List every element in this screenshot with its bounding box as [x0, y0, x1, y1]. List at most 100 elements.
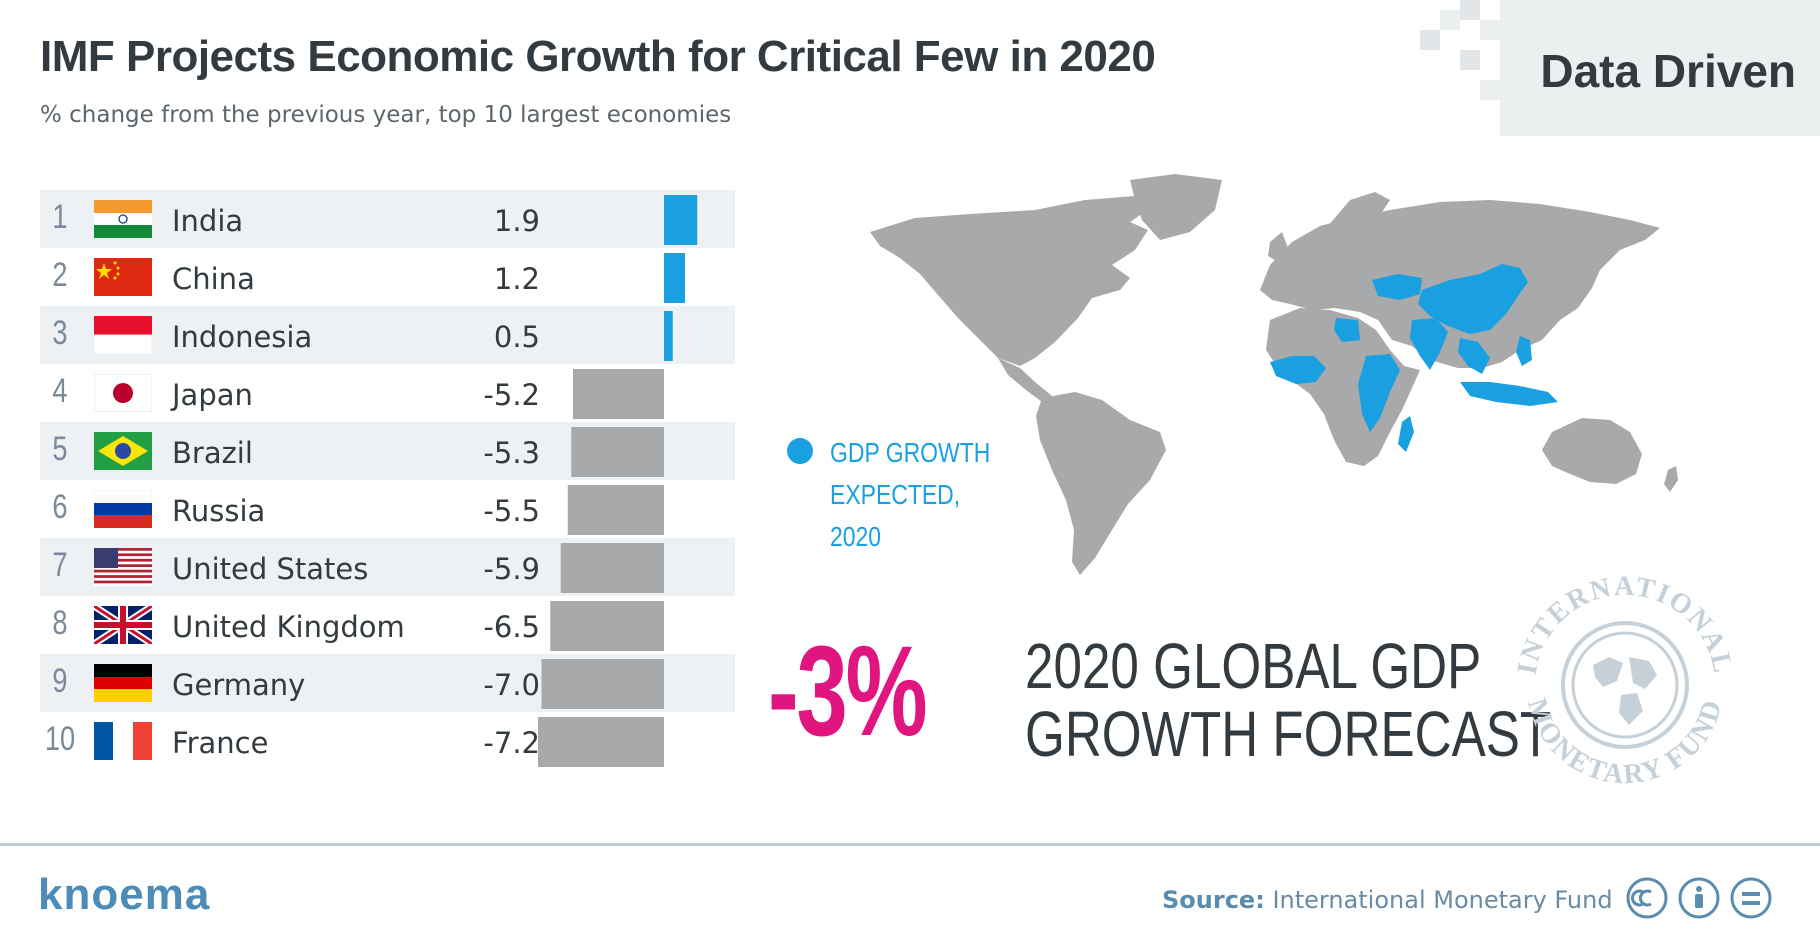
global-gdp-figure: -3% [768, 620, 928, 763]
seal-ring [1561, 621, 1689, 749]
map-growth-indonesia [1460, 382, 1558, 406]
bar-china [664, 253, 685, 303]
brand-label: Data Driven [1540, 45, 1796, 97]
brand-box: Data Driven [1500, 0, 1820, 136]
map-scandinavia [1328, 192, 1390, 228]
rank-label: 2 [52, 256, 68, 294]
country-name: France [172, 726, 269, 760]
value-label: -7.2 [483, 726, 540, 760]
bar-chart [538, 195, 698, 767]
table-row-united-kingdom: 8 United Kingdom -6.5 [40, 596, 735, 654]
flag-united-states-icon [94, 548, 152, 586]
rank-label: 9 [52, 662, 68, 700]
map-growth-west-africa [1270, 356, 1326, 384]
value-label: -6.5 [483, 610, 540, 644]
ranking-table: 1 India 1.9 2 China 1.2 3 Indonesia 0.5 4 Japan -5.… [40, 190, 735, 770]
map-growth-east-africa [1358, 354, 1400, 432]
rank-label: 8 [52, 604, 68, 642]
bar-japan [573, 369, 664, 419]
table-row-russia: 6 Russia -5.5 [40, 480, 735, 538]
table-row-japan: 4 Japan -5.2 [40, 364, 735, 422]
map-greenland [1130, 174, 1222, 240]
value-label: -7.0 [483, 668, 540, 702]
bar-india [664, 195, 698, 245]
flag-indonesia-icon [93, 316, 153, 355]
legend-dot [787, 438, 813, 464]
brand-decoration [1420, 0, 1500, 100]
country-name: Japan [172, 378, 253, 412]
map-growth-se-asia [1458, 338, 1490, 374]
imf-seal: INTERNATIONAL MONETARY FUND [1512, 571, 1737, 791]
country-name: India [172, 204, 244, 238]
flag-united-kingdom-icon [92, 603, 154, 647]
rank-label: 3 [52, 314, 68, 352]
rank-label: 5 [52, 430, 68, 468]
world-map [870, 174, 1678, 575]
map-south-america [1036, 392, 1166, 575]
page-title: IMF Projects Economic Growth for Critica… [40, 32, 1156, 81]
bar-russia [567, 485, 664, 535]
table-row-france: 10 France -7.2 [40, 712, 735, 770]
flag-japan-icon [93, 373, 153, 413]
map-growth-india [1410, 318, 1448, 370]
flag-india-icon [94, 200, 152, 238]
forecast-line-1: 2020 GLOBAL GDP [1025, 630, 1482, 702]
cc-icon[interactable] [1625, 876, 1669, 920]
country-name: United States [172, 552, 369, 586]
bar-france [538, 717, 664, 767]
value-label: 1.9 [493, 204, 540, 238]
rank-label: 10 [44, 720, 76, 758]
value-label: -5.5 [483, 494, 540, 528]
page-subtitle: % change from the previous year, top 10 … [40, 102, 732, 128]
map-new-zealand [1664, 466, 1678, 492]
legend-line-2: EXPECTED, 2020 [830, 479, 961, 552]
footer-divider [0, 843, 1820, 846]
bar-brazil [571, 427, 664, 477]
map-uk [1268, 232, 1288, 262]
table-row-china: 2 China 1.2 [40, 248, 735, 306]
by-icon[interactable] [1677, 876, 1721, 920]
map-australia [1542, 418, 1642, 484]
seal-globe [1571, 631, 1679, 739]
map-growth-philippines [1516, 336, 1532, 366]
bar-united-states [560, 543, 664, 593]
bar-indonesia [664, 311, 673, 361]
country-name: Indonesia [172, 320, 313, 354]
flag-china-icon [94, 258, 152, 296]
source-label: Source: [1162, 886, 1265, 914]
map-central-america [998, 358, 1052, 402]
map-growth-egypt [1334, 318, 1360, 342]
source-text[interactable]: International Monetary Fund [1272, 886, 1613, 914]
country-name: Brazil [172, 436, 253, 470]
map-growth-central-asia [1372, 274, 1422, 300]
country-name: Russia [172, 494, 266, 528]
country-name: United Kingdom [172, 610, 405, 644]
legend-line-1: GDP GROWTH [830, 437, 991, 468]
flag-france-icon [94, 722, 152, 760]
value-label: -5.2 [483, 378, 540, 412]
nd-icon[interactable] [1729, 876, 1773, 920]
flag-germany-icon [94, 664, 152, 702]
map-north-america [870, 196, 1150, 366]
rank-label: 1 [52, 198, 68, 236]
value-label: 1.2 [493, 262, 540, 296]
value-label: 0.5 [493, 320, 540, 354]
bar-germany [541, 659, 664, 709]
forecast-line-2: GROWTH FORECAST [1025, 698, 1552, 770]
map-madagascar [1398, 416, 1414, 452]
rank-label: 4 [52, 372, 68, 410]
country-name: China [172, 262, 255, 296]
rank-label: 7 [52, 546, 68, 584]
table-row-india: 1 India 1.9 [40, 190, 735, 248]
map-legend: GDP GROWTH EXPECTED, 2020 [830, 432, 994, 558]
flag-brazil-icon [94, 432, 152, 470]
knoema-logo[interactable]: knoema [38, 870, 211, 919]
value-label: -5.9 [483, 552, 540, 586]
rank-label: 6 [52, 488, 68, 526]
table-row-indonesia: 3 Indonesia 0.5 [40, 306, 735, 364]
country-name: Germany [172, 668, 306, 702]
value-label: -5.3 [483, 436, 540, 470]
map-africa [1266, 308, 1420, 466]
flag-russia-icon [93, 489, 153, 528]
map-growth-china [1418, 264, 1528, 334]
